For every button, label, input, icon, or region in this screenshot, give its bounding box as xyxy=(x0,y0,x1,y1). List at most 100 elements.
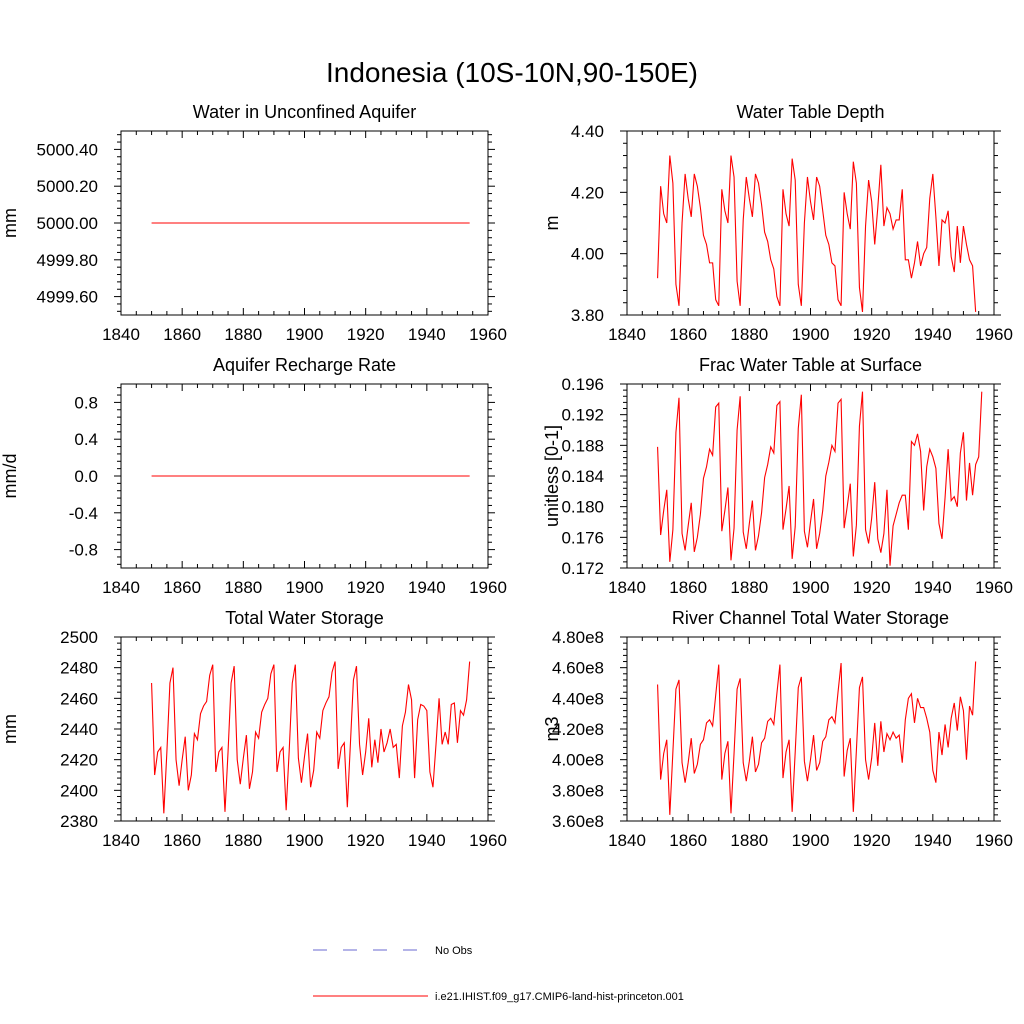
legend-label-no-obs: No Obs xyxy=(435,945,473,957)
y-tick-label: 4999.80 xyxy=(37,251,98,270)
x-tick-label: 1860 xyxy=(163,831,201,850)
panels-group: Water in Unconfined Aquifer 1840 1860 1880 1… xyxy=(0,102,1013,850)
chart-panel-4: Total Water Storage 1840 1860 1880 1900 1920 1… xyxy=(0,608,507,850)
y-tick-label: 0.172 xyxy=(561,559,604,578)
x-tick-label: 1860 xyxy=(669,831,707,850)
panel-title-4: Total Water Storage xyxy=(225,608,383,628)
y-axis-label: mm/d xyxy=(0,454,20,499)
x-tick-label: 1920 xyxy=(347,831,385,850)
y-axis-label: mm xyxy=(0,714,20,744)
y-tick-label: 0.180 xyxy=(561,498,604,517)
x-tick-label: 1840 xyxy=(102,578,140,597)
x-tick-label: 1920 xyxy=(853,325,891,344)
plot-frame-4 xyxy=(120,636,489,822)
chart-panel-2: Aquifer Recharge Rate 1840 1860 1880 1900 192… xyxy=(0,355,507,597)
x-tick-label: 1880 xyxy=(224,831,262,850)
x-tick-label: 1900 xyxy=(286,578,324,597)
x-tick-label: 1960 xyxy=(469,578,507,597)
y-tick-label: 4.80e8 xyxy=(552,628,604,647)
x-tick-label: 1860 xyxy=(669,325,707,344)
y-tick-label: 5000.00 xyxy=(37,214,98,233)
x-tick-label: 1880 xyxy=(730,325,768,344)
y-tick-label: 0.196 xyxy=(561,375,604,394)
x-tick-label: 1940 xyxy=(408,325,446,344)
y-tick-label: 2440 xyxy=(60,720,98,739)
y-tick-label: 4.20e8 xyxy=(552,720,604,739)
x-tick-label: 1860 xyxy=(669,578,707,597)
series-line-3-0 xyxy=(657,391,983,566)
legend: No Obs i.e21.IHIST.f09_g17.CMIP6-land-hi… xyxy=(313,945,684,1003)
y-tick-label: 0.4 xyxy=(74,430,98,449)
y-tick-label: 2500 xyxy=(60,628,98,647)
panel-title-2: Aquifer Recharge Rate xyxy=(213,355,396,375)
panel-title-5: River Channel Total Water Storage xyxy=(672,608,949,628)
x-tick-label: 1840 xyxy=(102,831,140,850)
plot-frame-3 xyxy=(626,383,995,569)
y-tick-label: -0.4 xyxy=(69,504,98,523)
x-tick-label: 1840 xyxy=(608,831,646,850)
y-tick-label: 3.60e8 xyxy=(552,812,604,831)
x-tick-label: 1880 xyxy=(730,831,768,850)
panel-title-0: Water in Unconfined Aquifer xyxy=(193,102,416,122)
x-tick-label: 1840 xyxy=(608,325,646,344)
x-tick-label: 1960 xyxy=(975,325,1013,344)
x-tick-label: 1960 xyxy=(975,578,1013,597)
y-tick-label: -0.8 xyxy=(69,541,98,560)
y-axis-label: m3 xyxy=(542,716,562,741)
x-tick-label: 1940 xyxy=(914,578,952,597)
x-tick-label: 1840 xyxy=(608,578,646,597)
y-tick-label: 0.8 xyxy=(74,393,98,412)
y-tick-label: 4.00 xyxy=(571,245,604,264)
y-tick-label: 4.60e8 xyxy=(552,659,604,678)
y-tick-label: 0.184 xyxy=(561,467,604,486)
x-tick-label: 1960 xyxy=(975,831,1013,850)
y-tick-label: 4.40e8 xyxy=(552,689,604,708)
x-tick-label: 1920 xyxy=(853,831,891,850)
x-tick-label: 1860 xyxy=(163,578,201,597)
y-tick-label: 5000.20 xyxy=(37,177,98,196)
chart-panel-0: Water in Unconfined Aquifer 1840 1860 1880 1… xyxy=(0,102,507,344)
series-line-4-0 xyxy=(151,661,471,814)
x-tick-label: 1900 xyxy=(286,325,324,344)
y-tick-label: 4.00e8 xyxy=(552,751,604,770)
x-tick-label: 1920 xyxy=(853,578,891,597)
x-tick-label: 1880 xyxy=(730,578,768,597)
y-tick-label: 2380 xyxy=(60,812,98,831)
panel-title-1: Water Table Depth xyxy=(736,102,884,122)
y-tick-label: 2460 xyxy=(60,689,98,708)
x-tick-label: 1940 xyxy=(408,831,446,850)
x-tick-label: 1880 xyxy=(224,325,262,344)
y-tick-label: 2420 xyxy=(60,751,98,770)
y-tick-label: 0.0 xyxy=(74,467,98,486)
chart-panel-1: Water Table Depth 1840 1860 1880 1900 1920 194… xyxy=(542,102,1013,344)
x-tick-label: 1920 xyxy=(347,325,385,344)
figure-title: Indonesia (10S-10N,90-150E) xyxy=(326,57,698,88)
x-tick-label: 1940 xyxy=(914,831,952,850)
legend-label-model: i.e21.IHIST.f09_g17.CMIP6-land-hist-prin… xyxy=(435,991,684,1003)
x-tick-label: 1840 xyxy=(102,325,140,344)
y-tick-label: 0.188 xyxy=(561,436,604,455)
y-axis-label: m xyxy=(542,216,562,231)
chart-panel-3: Frac Water Table at Surface 1840 1860 1880 1… xyxy=(542,355,1013,597)
y-axis-label: unitless [0-1] xyxy=(542,425,562,527)
panel-title-3: Frac Water Table at Surface xyxy=(699,355,922,375)
y-axis-label: mm xyxy=(0,208,20,238)
y-tick-label: 4999.60 xyxy=(37,288,98,307)
y-tick-label: 0.192 xyxy=(561,406,604,425)
x-tick-label: 1900 xyxy=(286,831,324,850)
x-tick-label: 1860 xyxy=(163,325,201,344)
x-tick-label: 1960 xyxy=(469,325,507,344)
y-tick-label: 2480 xyxy=(60,659,98,678)
plot-frame-5 xyxy=(626,636,995,822)
y-tick-label: 4.20 xyxy=(571,183,604,202)
x-tick-label: 1900 xyxy=(792,578,830,597)
y-tick-label: 0.176 xyxy=(561,528,604,547)
chart-panel-5: River Channel Total Water Storage 1840 186… xyxy=(542,608,1013,850)
x-tick-label: 1960 xyxy=(469,831,507,850)
series-line-5-0 xyxy=(657,661,977,815)
x-tick-label: 1900 xyxy=(792,831,830,850)
y-tick-label: 5000.40 xyxy=(37,140,98,159)
x-tick-label: 1940 xyxy=(408,578,446,597)
x-tick-label: 1920 xyxy=(347,578,385,597)
